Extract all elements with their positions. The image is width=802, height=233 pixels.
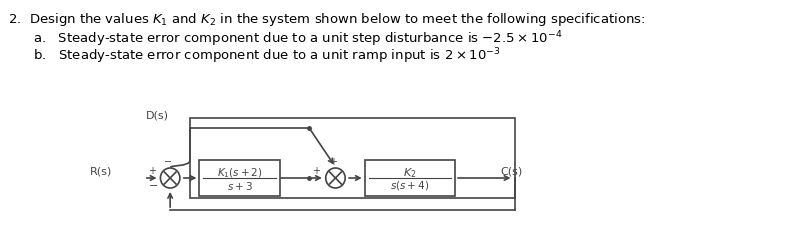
Text: +: + (312, 166, 320, 176)
Text: 2.  Design the values $K_1$ and $K_2$ in the system shown below to meet the foll: 2. Design the values $K_1$ and $K_2$ in … (8, 11, 646, 28)
Text: a.   Steady-state error component due to a unit step disturbance is $-2.5\times1: a. Steady-state error component due to a… (33, 29, 562, 49)
Text: $K_2$: $K_2$ (403, 166, 416, 180)
Text: C(s): C(s) (500, 166, 523, 176)
Text: $K_1(s+2)$: $K_1(s+2)$ (217, 166, 262, 180)
Text: D(s): D(s) (146, 110, 169, 120)
Text: R(s): R(s) (90, 166, 111, 176)
Circle shape (326, 168, 345, 188)
Text: $s+3$: $s+3$ (227, 180, 253, 192)
Text: +: + (330, 157, 338, 167)
Text: −: − (149, 181, 159, 191)
Text: +: + (148, 166, 156, 176)
Text: −: − (164, 157, 172, 167)
Text: b.   Steady-state error component due to a unit ramp input is $2\times10^{-3}$: b. Steady-state error component due to a… (33, 46, 500, 66)
Bar (189, 118, 516, 198)
Text: $s(s+4)$: $s(s+4)$ (391, 179, 430, 192)
Bar (365, 160, 455, 196)
Circle shape (160, 168, 180, 188)
Bar (200, 160, 280, 196)
